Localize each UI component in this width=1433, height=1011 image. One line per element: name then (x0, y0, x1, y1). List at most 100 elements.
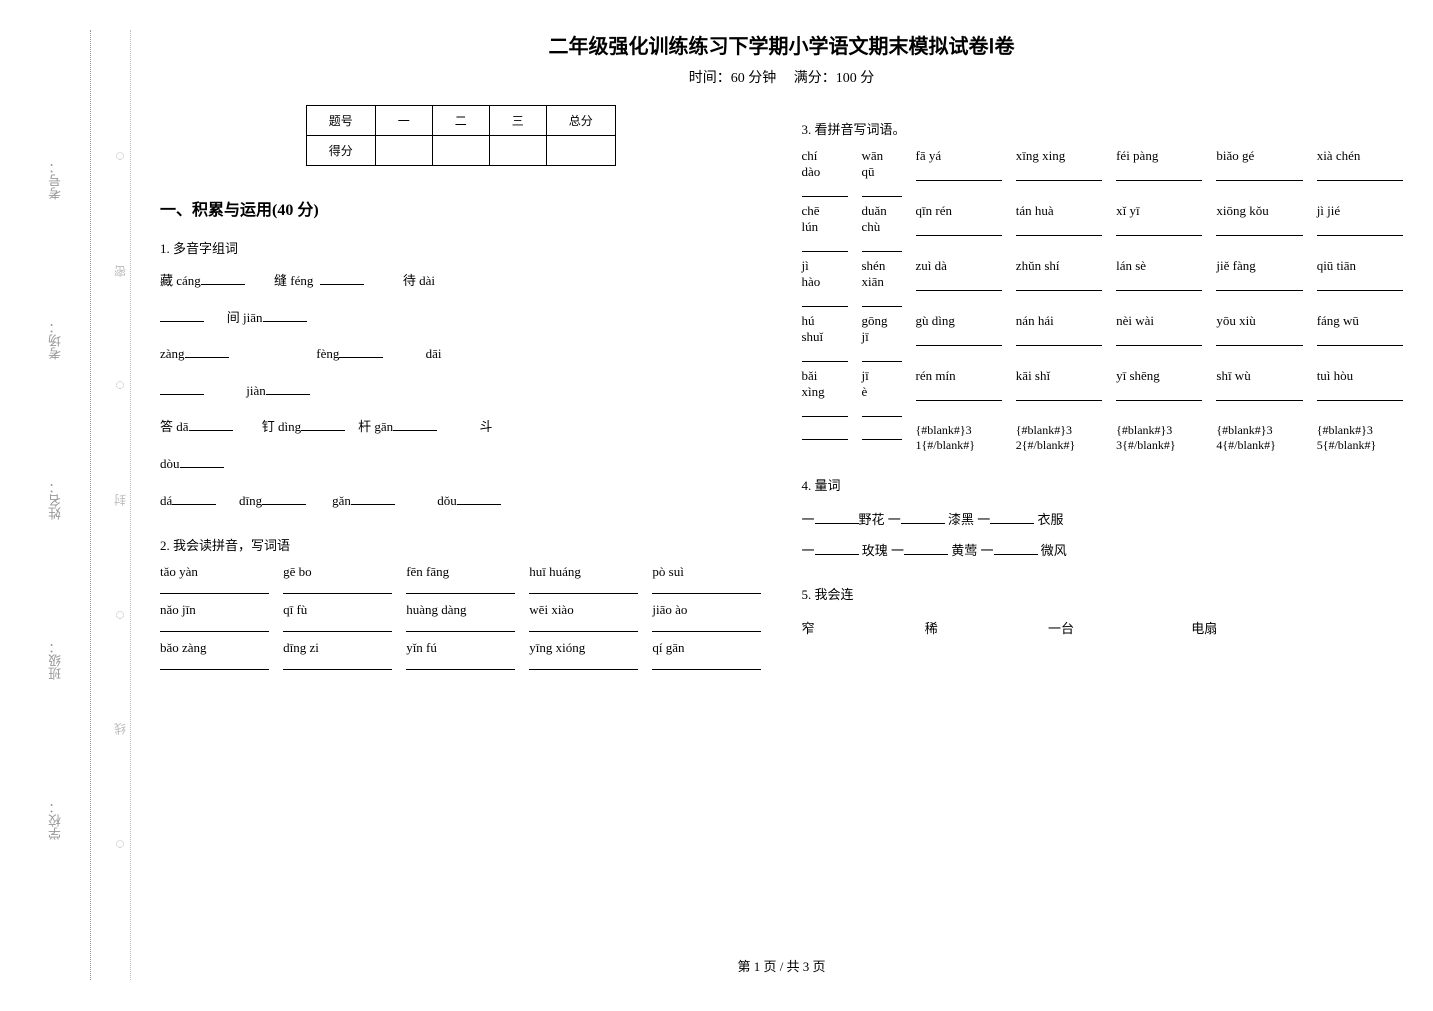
blank (320, 272, 364, 285)
score-header: 题号 (306, 106, 375, 136)
q3-pinyin: xīng xing (1016, 148, 1102, 181)
blank (901, 511, 945, 524)
fullmark-label: 满分：100 分 (794, 71, 875, 86)
score-header: 三 (489, 106, 546, 136)
q1-line: dòu (160, 450, 762, 479)
q1-item: 间 jiān (227, 310, 263, 325)
question-title: 3. 看拼音写词语。 (802, 119, 1404, 138)
question-title: 1. 多音字组词 (160, 238, 762, 257)
blank (916, 167, 1002, 181)
blank (862, 348, 902, 362)
q1-item: dòu (160, 456, 180, 471)
blank (160, 309, 204, 322)
blank (1317, 277, 1403, 291)
blank (1016, 387, 1102, 401)
q3-pinyin: húshuǐ (802, 313, 848, 362)
q2-cell: yīng xióng (529, 640, 638, 670)
section-heading: 一、积累与运用(40 分) (160, 196, 762, 220)
q3-pinyin: qiū tiān (1317, 258, 1403, 291)
side-label: 考场： (46, 321, 65, 360)
q2-cell: jiāo ào (652, 602, 761, 632)
blank (815, 511, 859, 524)
q2-cell: huàng dàng (406, 602, 515, 632)
exam-title: 二年级强化训练练习下学期小学语文期末模拟试卷Ⅰ卷 (160, 30, 1403, 59)
left-column: 题号 一 二 三 总分 得分 一、积累与运用(40 分) 1. 多音字组词 藏 … (160, 105, 762, 670)
blank (160, 658, 269, 670)
q2-pinyin: yǐn fú (406, 640, 515, 656)
q3-pinyin: zhǔn shí (1016, 258, 1102, 291)
exam-subtitle: 时间：60 分钟 满分：100 分 (160, 67, 1403, 87)
seal-char: 线 (112, 723, 129, 735)
q2-cell: nǎo jīn (160, 602, 269, 632)
q1-item: 藏 cáng (160, 273, 201, 288)
q5-word: 一台 (1048, 613, 1188, 644)
seal-line-labels: 线 封 密 (110, 100, 130, 900)
blank (1116, 332, 1202, 346)
dotted-line-outer (130, 30, 131, 980)
q3-pinyin: xiōng kǒu (1216, 203, 1302, 236)
q4-text: 一 (802, 512, 815, 527)
blank (301, 418, 345, 431)
q3-placeholder: {#blank#}3 4{#/blank#} (1216, 423, 1302, 453)
blank (1216, 387, 1302, 401)
blank (862, 426, 902, 440)
dot-circle-icon (116, 840, 124, 848)
side-label: 班级： (46, 641, 65, 680)
blank (189, 418, 233, 431)
q2-cell: gē bo (283, 564, 392, 594)
q2-pinyin: qí gān (652, 640, 761, 656)
score-row-label: 得分 (306, 136, 375, 166)
q1-item: 斗 (479, 419, 492, 434)
q3-pinyin-text: kāi shǐ (1016, 368, 1102, 384)
score-header: 总分 (546, 106, 615, 136)
q3-placeholder: {#blank#}3 5{#/blank#} (1317, 423, 1403, 453)
q2-cell: huī huáng (529, 564, 638, 594)
q3-pinyin: zuì dà (916, 258, 1002, 291)
q3-pinyin-text: shī wù (1216, 368, 1302, 384)
q4-line: 一野花 一 漆黑 一 衣服 (802, 504, 1404, 535)
q2-cell: tǎo yàn (160, 564, 269, 594)
score-cell (489, 136, 546, 166)
blank (283, 658, 392, 670)
blank (862, 183, 902, 197)
q3-pinyin: nán hái (1016, 313, 1102, 346)
q3-pinyin-text: fáng wū (1317, 313, 1403, 329)
table-row: 题号 一 二 三 总分 (306, 106, 615, 136)
q3-pinyin-text: xià chén (1317, 148, 1403, 164)
q3-pinyin: lán sè (1116, 258, 1202, 291)
q4-text: 衣服 (1038, 512, 1064, 527)
blank (351, 492, 395, 505)
q3-pinyin: xià chén (1317, 148, 1403, 181)
dot-circle-icon (116, 152, 124, 160)
q3-pinyin-text: yōu xiù (1216, 313, 1302, 329)
blank (862, 238, 902, 252)
question-title: 2. 我会读拼音，写词语 (160, 535, 762, 554)
q3-pinyin: bǎixìng (802, 368, 848, 417)
q1-item: gǎn (332, 493, 351, 508)
q1-item: 答 dā (160, 419, 189, 434)
q2-pinyin: qī fù (283, 602, 392, 618)
blank (652, 582, 761, 594)
blank (815, 542, 859, 555)
q2-cell: fēn fāng (406, 564, 515, 594)
q3-pinyin: nèi wài (1116, 313, 1202, 346)
seal-char: 密 (112, 265, 129, 277)
blank (916, 332, 1002, 346)
q1-line: jiàn (160, 377, 762, 406)
q5-word: 稀 (925, 613, 1045, 644)
score-table: 题号 一 二 三 总分 得分 (306, 105, 616, 166)
q2-pinyin: pò suì (652, 564, 761, 580)
q3-pinyin-text: xiōng kǒu (1216, 203, 1302, 219)
blank (802, 426, 848, 440)
blank (263, 309, 307, 322)
q3-pinyin-text: tán huà (1016, 203, 1102, 219)
blank (185, 345, 229, 358)
blank (1317, 222, 1403, 236)
q4-text: 微风 (1041, 543, 1067, 558)
two-column-layout: 题号 一 二 三 总分 得分 一、积累与运用(40 分) 1. 多音字组词 藏 … (160, 105, 1403, 670)
blank (1216, 332, 1302, 346)
q3-pinyin: biǎo gé (1216, 148, 1302, 181)
q2-pinyin: jiāo ào (652, 602, 761, 618)
blank (1216, 277, 1302, 291)
q3-pinyin: fā yá (916, 148, 1002, 181)
